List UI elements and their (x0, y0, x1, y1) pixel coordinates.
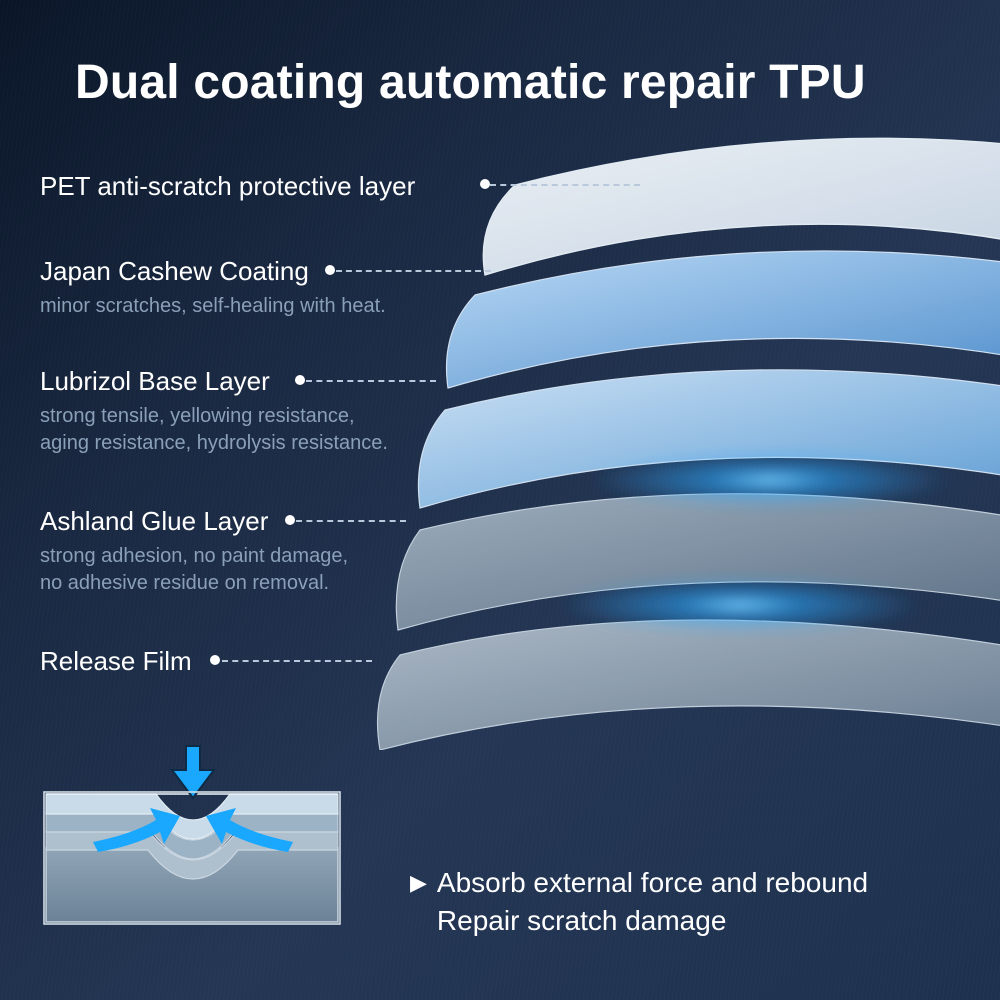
footer-line-2: Repair scratch damage (437, 905, 726, 936)
play-triangle-icon: ▶ (410, 868, 427, 898)
edge-glow-icon (560, 575, 920, 635)
page-title: Dual coating automatic repair TPU (75, 55, 866, 110)
leader-dot-icon (210, 655, 220, 665)
footer-caption: ▶Absorb external force and rebound ▶Repa… (410, 864, 868, 940)
layer-desc: strong adhesion, no paint damage, no adh… (40, 543, 348, 597)
layer-name: Lubrizol Base Layer (40, 365, 388, 399)
sheet-japan-cashew (447, 251, 1000, 388)
layer-name: Japan Cashew Coating (40, 255, 386, 289)
impact-diagram (38, 740, 348, 930)
layer-name: Release Film (40, 645, 192, 679)
layer-desc: strong tensile, yellowing resistance, ag… (40, 403, 388, 457)
layer-label: Ashland Glue Layer strong adhesion, no pa… (40, 505, 348, 597)
layer-stack-graphic (340, 110, 1000, 750)
impact-arrow-down-icon (172, 746, 214, 798)
layer-desc: minor scratches, self-healing with heat. (40, 293, 386, 320)
sheet-release-film (378, 620, 1000, 750)
layer-label: Japan Cashew Coating minor scratches, sel… (40, 255, 386, 320)
edge-glow-icon (590, 450, 950, 510)
layer-name: PET anti-scratch protective layer (40, 170, 415, 204)
layer-label: PET anti-scratch protective layer (40, 170, 415, 204)
layer-label: Lubrizol Base Layer strong tensile, yello… (40, 365, 388, 457)
layer-label: Release Film (40, 645, 192, 679)
footer-line-1: Absorb external force and rebound (437, 867, 868, 898)
layer-name: Ashland Glue Layer (40, 505, 348, 539)
